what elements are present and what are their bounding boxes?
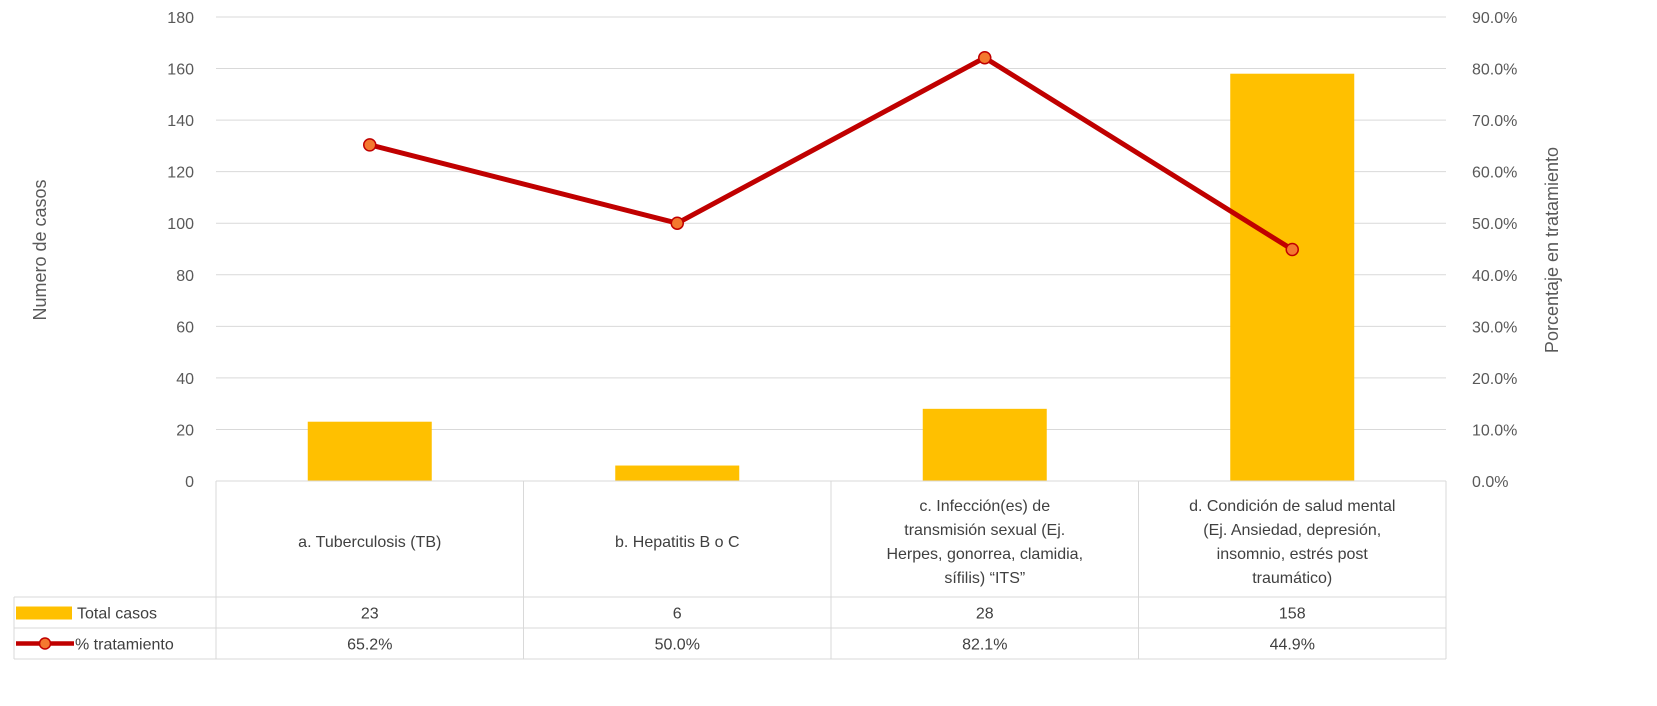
category-label: a. Tuberculosis (TB) [298,534,441,551]
y-tick-label: 80 [176,268,194,285]
y-tick-label: 60 [176,319,194,336]
y-tick-label: 120 [167,165,194,182]
bar [307,421,432,481]
category-label: c. Infección(es) de [919,498,1050,515]
legend-key-bar [16,606,72,620]
y2-tick-label: 50.0% [1472,216,1517,233]
line-point [978,50,992,65]
y2-tick-label: 70.0% [1472,113,1517,130]
line-series [363,50,1299,257]
line-point [670,216,684,230]
legend-key-marker [38,637,52,650]
category-label: transmisión sexual (Ej. [904,522,1065,539]
category-label: d. Condición de salud mental [1189,498,1395,515]
y2-tick-label: 20.0% [1472,371,1517,388]
y-tick-label: 40 [176,371,194,388]
y-tick-label: 100 [167,216,194,233]
table-value: 6 [673,606,682,623]
legend-label: Total casos [77,606,157,623]
bar-series [307,73,1355,481]
bar [1230,73,1355,481]
y-tick-label: 20 [176,422,194,439]
table-value: 50.0% [655,637,700,654]
table-value: 44.9% [1270,637,1315,654]
category-label: b. Hepatitis B o C [615,534,740,551]
y2-tick-label: 60.0% [1472,165,1517,182]
table-value: 82.1% [962,637,1007,654]
y2-tick-label: 40.0% [1472,268,1517,285]
gridlines [216,16,1446,430]
y2-tick-label: 30.0% [1472,319,1517,336]
y2-tick-label: 0.0% [1472,474,1508,491]
line-point [363,138,377,152]
y2-tick-label: 80.0% [1472,62,1517,79]
data-table: a. Tuberculosis (TB) b. Hepatitis B o C c.… [13,480,1447,660]
y2-tick-label: 10.0% [1472,422,1517,439]
table-value: 28 [976,606,994,623]
y-axis-title: Numero de casos [30,179,50,320]
y-tick-label: 160 [167,62,194,79]
y-tick-label: 140 [167,113,194,130]
bar [922,408,1047,481]
category-label: insomnio, estrés post [1217,546,1369,563]
line-path [369,55,1294,252]
axis-ticks: 0 0.0% 20 10.0% 40 20.0% 60 30.0% 80 40.0% 100 50.0… [167,10,1517,491]
y-tick-label: 0 [185,474,194,491]
bar [615,465,740,481]
legend-label: % tratamiento [75,637,174,654]
y-tick-label: 180 [167,10,194,27]
y2-tick-label: 90.0% [1472,10,1517,27]
category-label: traumático) [1252,570,1332,587]
line-point [1285,242,1299,257]
category-label: (Ej. Ansiedad, depresión, [1203,522,1381,539]
category-label: Herpes, gonorrea, clamidia, [886,546,1083,563]
table-value: 65.2% [347,637,392,654]
y2-axis-title: Porcentaje en tratamiento [1542,147,1562,353]
table-value: 23 [361,606,379,623]
table-value: 158 [1279,606,1306,623]
category-label: sífilis) “ITS” [944,570,1025,587]
